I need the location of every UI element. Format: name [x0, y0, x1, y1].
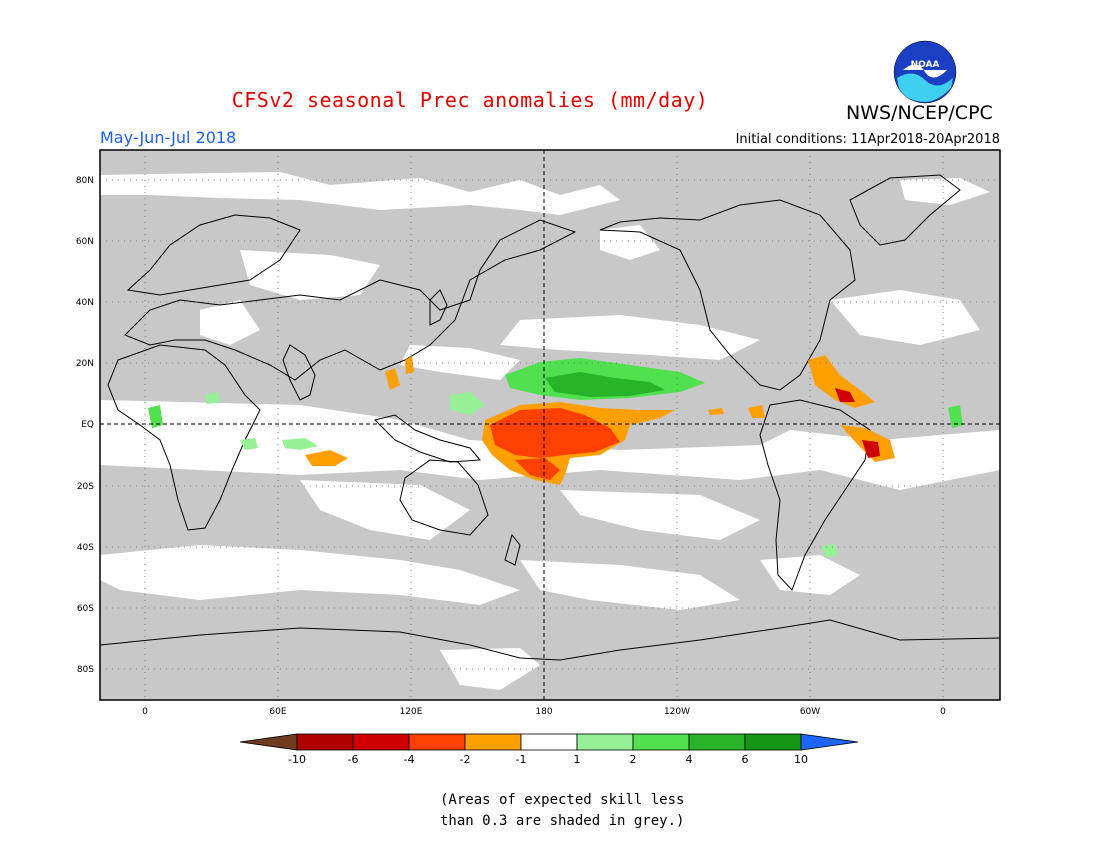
legend-tick-label: -1 — [516, 753, 527, 766]
wet-anomaly-regions — [148, 358, 963, 557]
lat-label: 40N — [76, 298, 94, 308]
legend-high-arrow — [800, 733, 859, 751]
lat-label: 80N — [76, 176, 94, 186]
south-america-outline — [759, 399, 871, 591]
lat-label: 60S — [77, 604, 94, 614]
lat-label: EQ — [81, 420, 94, 430]
legend-tick-label: 4 — [686, 753, 693, 766]
north-america-outline — [599, 199, 856, 391]
africa-outline — [107, 344, 261, 531]
india-outline — [282, 344, 316, 401]
japan-outline — [429, 289, 448, 326]
noaa-logo-icon: NOAA — [893, 40, 957, 104]
legend-swatch — [464, 733, 522, 751]
longitude-labels: 0 60E 120E 180 120W 60W 0 — [142, 707, 946, 717]
legend-swatch — [408, 733, 466, 751]
legend-tick-label: 10 — [794, 753, 808, 766]
chart-title: CFSv2 seasonal Prec anomalies (mm/day) — [231, 88, 709, 112]
lon-label: 180 — [535, 707, 552, 717]
legend-tick-label: -6 — [348, 753, 359, 766]
lon-label: 120E — [400, 707, 423, 717]
new-zealand-outline — [504, 533, 521, 566]
lon-label: 120W — [664, 707, 690, 717]
svg-text:NOAA: NOAA — [911, 60, 940, 70]
europe-asia-outline — [124, 219, 577, 381]
initial-conditions: Initial conditions: 11Apr2018-20Apr2018 — [735, 132, 1000, 147]
forecast-period: May-Jun-Jul 2018 — [100, 128, 237, 147]
lon-label: 0 — [142, 707, 148, 717]
legend-low-arrow — [239, 733, 298, 751]
europe-outline — [126, 214, 301, 296]
legend-swatch — [352, 733, 410, 751]
lat-label: 60N — [76, 237, 94, 247]
legend-tick-label: 6 — [742, 753, 749, 766]
legend-swatch — [296, 733, 354, 751]
organization-label: NWS/NCEP/CPC — [846, 102, 993, 124]
lat-lon-grid — [100, 150, 1000, 700]
skill-note-line-1: (Areas of expected skill less — [440, 792, 685, 808]
map-frame — [99, 149, 1001, 701]
legend-swatch — [688, 733, 746, 751]
dry-anomaly-regions — [305, 355, 895, 485]
latitude-labels: 80N 60N 40N 20N EQ 20S 40S 60S 80S — [76, 176, 94, 675]
lon-label: 60E — [269, 707, 286, 717]
australia-outline — [399, 459, 489, 536]
lon-label: 60W — [800, 707, 820, 717]
lon-label: 0 — [940, 707, 946, 717]
white-anomaly-regions — [100, 172, 1000, 690]
skill-note: (Areas of expected skill less than 0.3 a… — [440, 790, 780, 832]
lat-label: 20S — [77, 482, 94, 492]
legend-tick-label: 2 — [630, 753, 637, 766]
legend-swatch — [576, 733, 634, 751]
color-bar-legend: -10 -6 -4 -2 -1 1 2 4 6 10 — [239, 733, 859, 766]
lat-label: 80S — [77, 665, 94, 675]
legend-tick-label: -2 — [460, 753, 471, 766]
legend-swatch — [632, 733, 690, 751]
skill-note-line-2: than 0.3 are shaded in grey.) — [440, 813, 685, 829]
legend-tick-label: -4 — [404, 753, 415, 766]
continent-outlines — [99, 174, 1001, 661]
legend-tick-label: -10 — [288, 753, 306, 766]
greenland-outline — [849, 174, 961, 246]
maritime-continent-outline — [374, 414, 482, 463]
legend-swatch — [520, 733, 578, 751]
lat-label: 40S — [77, 543, 94, 553]
lat-label: 20N — [76, 359, 94, 369]
legend-tick-label: 1 — [574, 753, 581, 766]
legend-swatch — [744, 733, 802, 751]
antarctica-outline — [99, 619, 1001, 661]
